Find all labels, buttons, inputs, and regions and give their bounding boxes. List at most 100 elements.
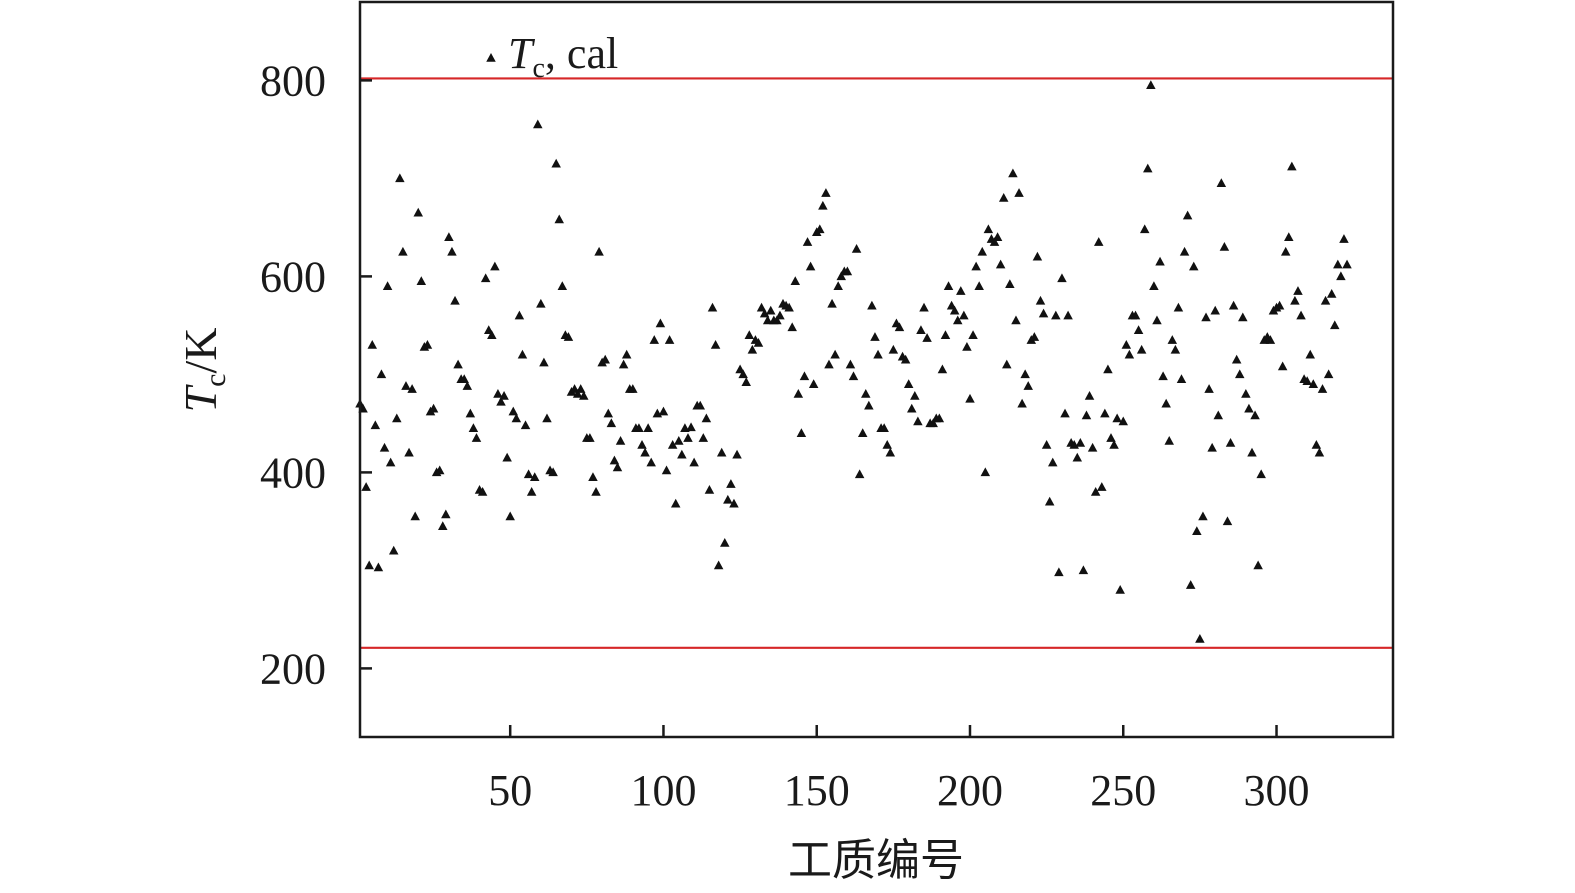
data-point bbox=[536, 298, 546, 308]
data-point bbox=[615, 436, 626, 445]
data-point bbox=[1124, 349, 1135, 359]
x-tick-label: 100 bbox=[630, 766, 696, 815]
data-point bbox=[674, 436, 684, 445]
data-point bbox=[1311, 439, 1322, 449]
data-point bbox=[1158, 371, 1168, 381]
data-point bbox=[465, 408, 476, 418]
data-point bbox=[388, 545, 399, 555]
data-point bbox=[441, 509, 451, 519]
data-point bbox=[1207, 442, 1217, 452]
data-point bbox=[1277, 361, 1288, 371]
data-point bbox=[836, 271, 846, 281]
data-point bbox=[741, 377, 751, 386]
data-point bbox=[900, 354, 911, 364]
data-point bbox=[603, 408, 614, 418]
data-point bbox=[738, 369, 748, 379]
data-point bbox=[793, 389, 804, 398]
data-point bbox=[1308, 379, 1319, 388]
data-point bbox=[413, 207, 423, 217]
data-point bbox=[744, 330, 755, 339]
data-point bbox=[459, 374, 469, 384]
data-point bbox=[827, 298, 837, 308]
data-point bbox=[1008, 168, 1018, 178]
data-point bbox=[579, 390, 589, 400]
data-point bbox=[422, 340, 433, 349]
data-point bbox=[952, 315, 963, 325]
data-point bbox=[1250, 410, 1260, 420]
data-point bbox=[1204, 384, 1214, 393]
data-point bbox=[956, 286, 966, 295]
data-point bbox=[1130, 310, 1141, 320]
data-point bbox=[943, 281, 954, 290]
data-point bbox=[842, 266, 853, 276]
x-tick-label: 200 bbox=[937, 766, 1003, 815]
data-point bbox=[1035, 295, 1046, 305]
data-point bbox=[1152, 315, 1162, 325]
data-point bbox=[1023, 381, 1033, 390]
data-point bbox=[726, 479, 736, 488]
data-point bbox=[572, 389, 583, 398]
data-point bbox=[621, 349, 632, 359]
data-point bbox=[1170, 344, 1181, 354]
data-point bbox=[1247, 447, 1257, 457]
data-point bbox=[913, 416, 923, 426]
data-point bbox=[428, 403, 439, 413]
data-point bbox=[830, 349, 840, 359]
data-point bbox=[1063, 310, 1073, 320]
data-point bbox=[989, 237, 1000, 246]
data-point bbox=[588, 472, 598, 482]
data-point bbox=[1225, 438, 1236, 447]
y-axis-label-symbol: T bbox=[175, 383, 226, 412]
data-point bbox=[919, 302, 929, 312]
data-point bbox=[1265, 335, 1276, 344]
data-point bbox=[1290, 295, 1300, 305]
data-point bbox=[594, 246, 604, 256]
data-point bbox=[1274, 300, 1285, 310]
data-point bbox=[821, 188, 831, 197]
data-point bbox=[1342, 259, 1352, 269]
y-tick-label: 200 bbox=[260, 644, 326, 693]
data-point bbox=[910, 390, 920, 400]
data-point bbox=[765, 305, 776, 315]
data-point bbox=[1038, 308, 1049, 318]
data-point bbox=[729, 498, 739, 508]
data-point bbox=[438, 521, 448, 531]
data-point bbox=[487, 330, 497, 339]
data-point bbox=[1020, 369, 1030, 379]
data-point bbox=[398, 246, 408, 256]
plot-frame bbox=[358, 0, 1395, 739]
data-point bbox=[511, 413, 522, 423]
data-point bbox=[824, 359, 834, 369]
data-point bbox=[370, 420, 381, 430]
data-point bbox=[683, 433, 693, 442]
data-point bbox=[928, 418, 938, 428]
data-point bbox=[713, 560, 724, 570]
data-point bbox=[916, 325, 926, 335]
data-point bbox=[1176, 374, 1187, 384]
data-point bbox=[1244, 403, 1254, 413]
data-point bbox=[1072, 452, 1083, 462]
data-point bbox=[971, 261, 981, 271]
data-point bbox=[1100, 408, 1110, 418]
data-point bbox=[410, 511, 420, 521]
data-point bbox=[1323, 369, 1334, 379]
data-point bbox=[962, 341, 972, 351]
data-point bbox=[949, 305, 960, 315]
data-point bbox=[854, 469, 865, 479]
x-tick-label: 300 bbox=[1244, 766, 1310, 815]
data-point bbox=[468, 423, 479, 433]
data-point bbox=[907, 403, 917, 413]
data-point bbox=[670, 498, 681, 508]
data-point bbox=[1090, 487, 1101, 496]
data-point bbox=[477, 487, 488, 496]
data-point bbox=[710, 340, 721, 349]
data-point bbox=[848, 371, 859, 381]
data-point bbox=[1216, 178, 1227, 188]
data-point bbox=[959, 310, 969, 320]
data-point bbox=[664, 335, 675, 344]
x-tick-label: 150 bbox=[784, 766, 850, 815]
data-point bbox=[1253, 560, 1263, 570]
data-point bbox=[937, 364, 948, 374]
data-point bbox=[1231, 354, 1242, 364]
data-point bbox=[361, 482, 371, 491]
